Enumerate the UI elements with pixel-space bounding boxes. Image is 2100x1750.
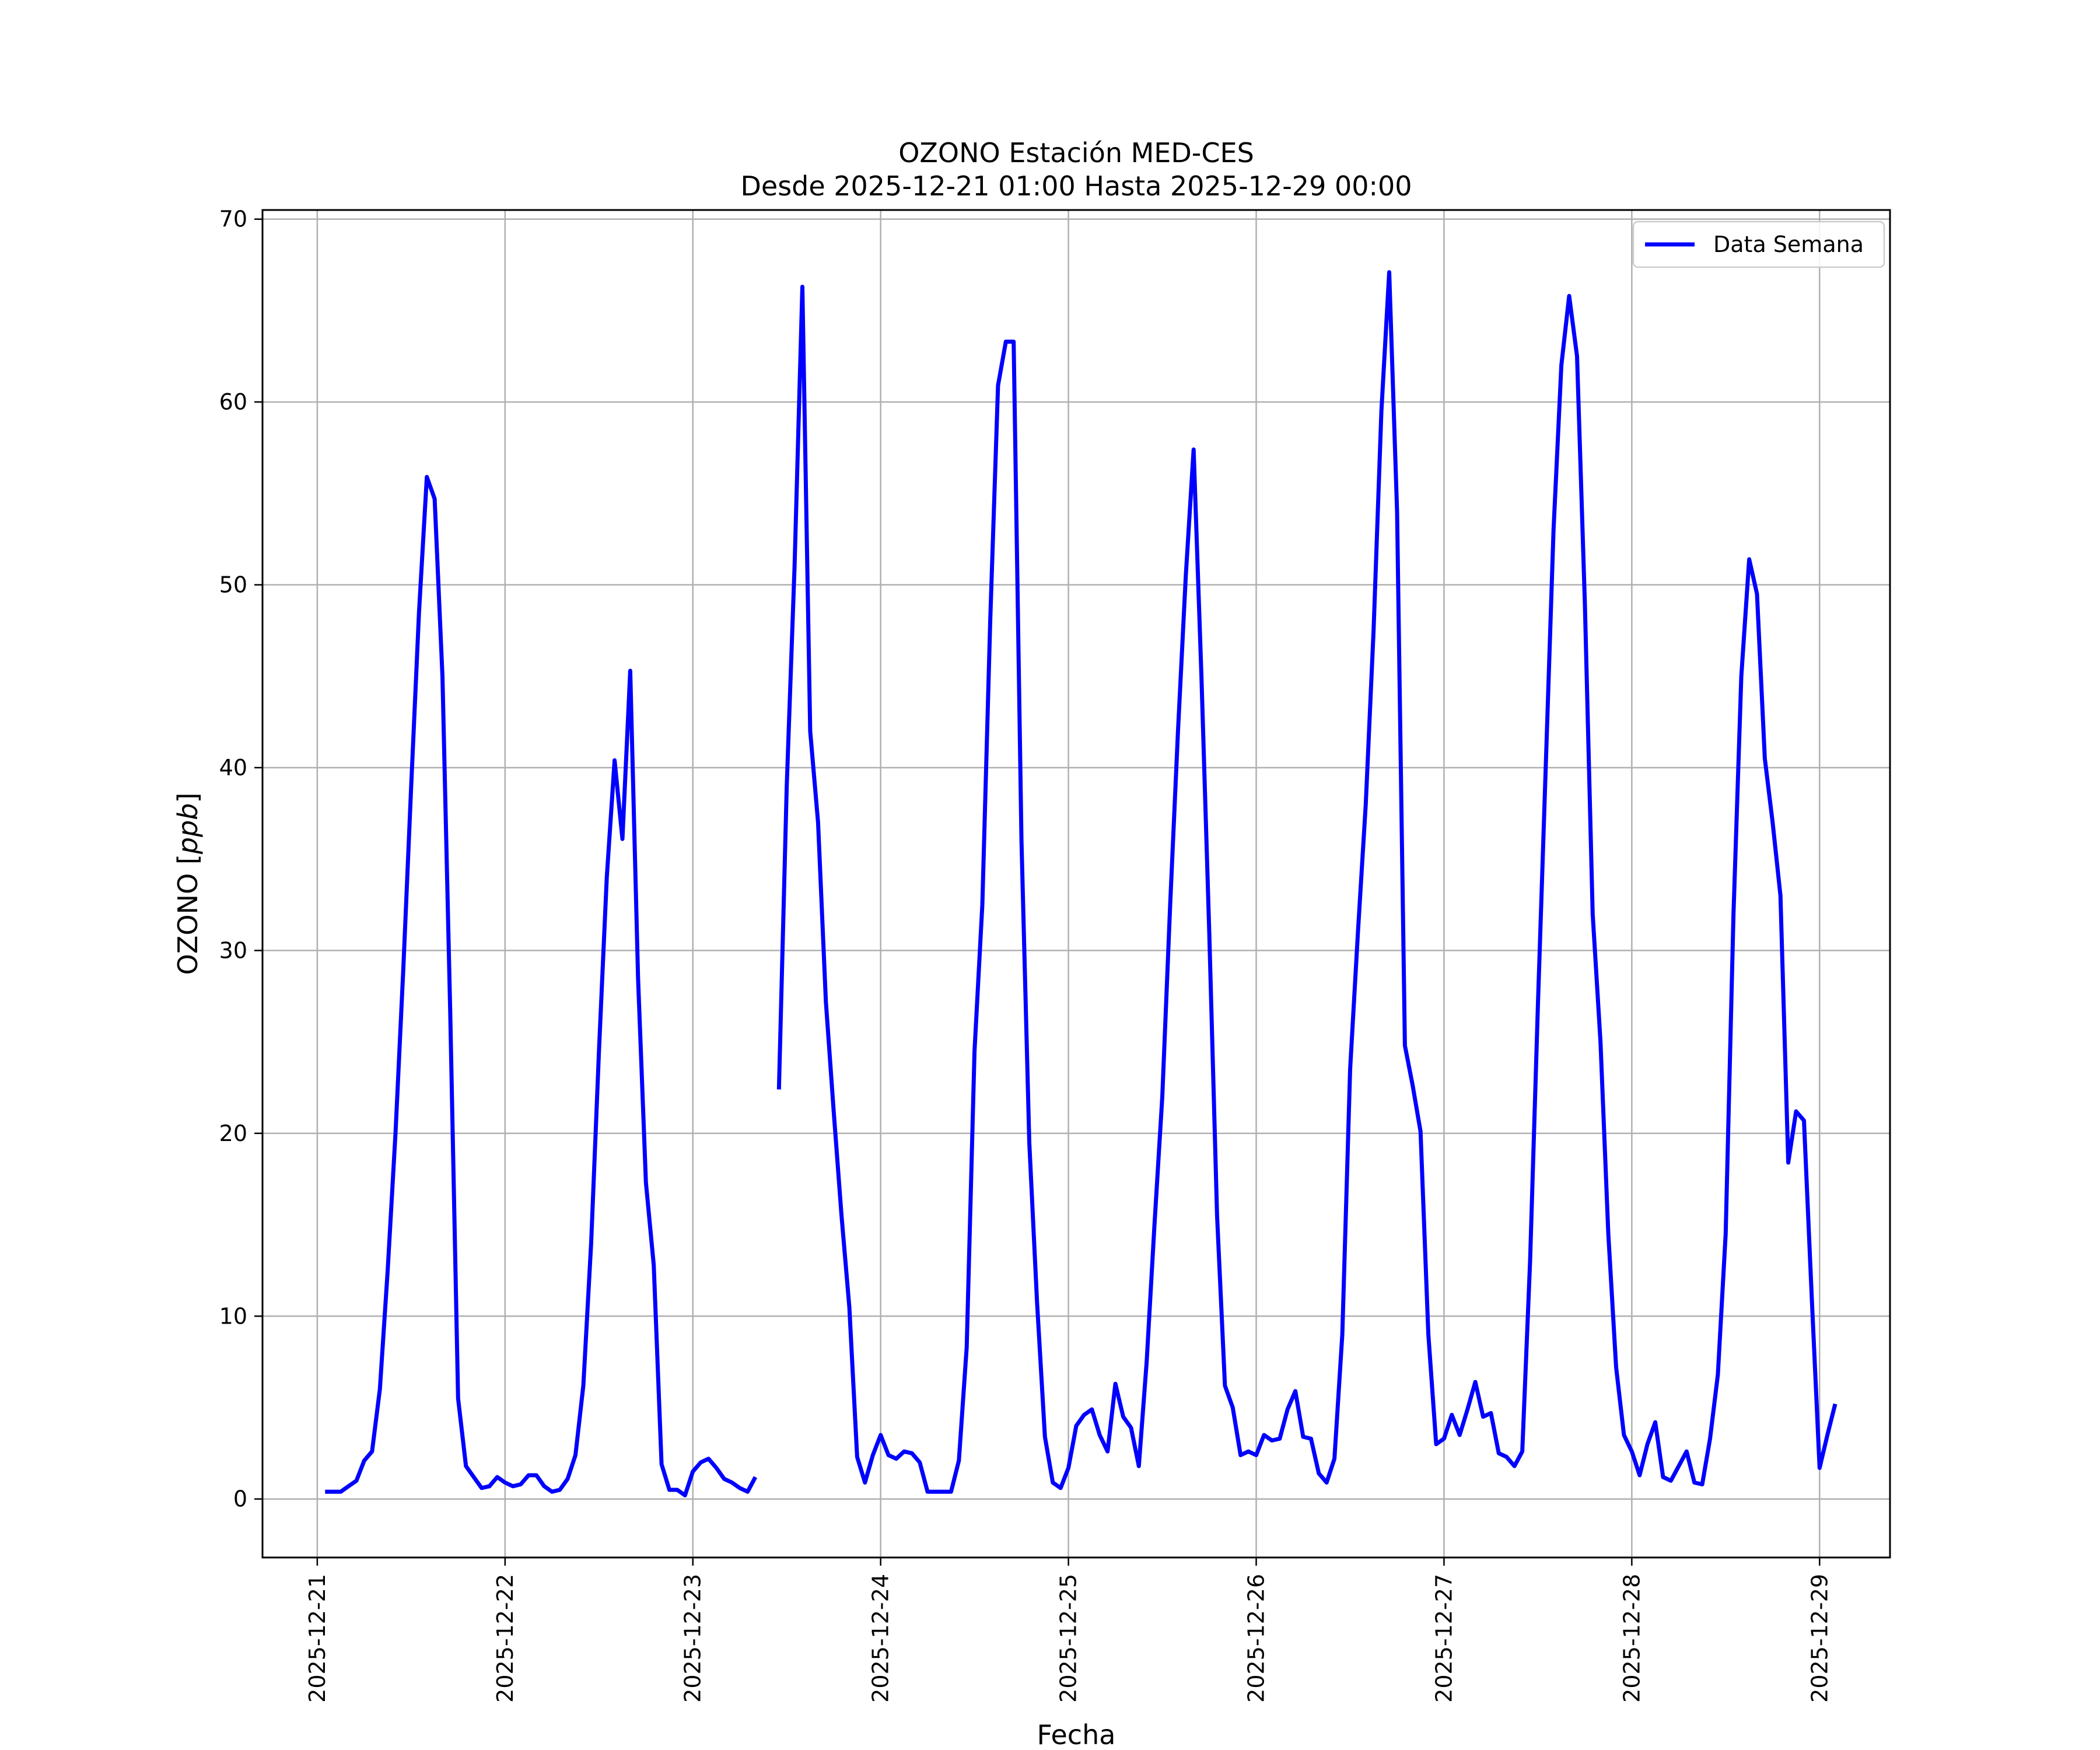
x-tick-label: 2025-12-26: [1244, 1574, 1269, 1703]
axis-ticks: 2025-12-21 2025-12-22 2025-12-23 2025-12-24…: [219, 206, 1833, 1703]
plot-area-frame: [261, 209, 1891, 1559]
legend: Data Semana: [1632, 220, 1885, 268]
legend-box: [1632, 220, 1885, 268]
y-tick-label: 30: [219, 937, 247, 963]
legend-label: Data Semana: [1713, 232, 1864, 257]
y-axis-label: OZONO [ppb]: [172, 793, 204, 975]
y-tick-label: 0: [233, 1486, 247, 1512]
x-tick-label: 2025-12-22: [492, 1574, 518, 1703]
x-tick-label: 2025-12-24: [868, 1574, 894, 1703]
x-tick-label: 2025-12-29: [1807, 1574, 1832, 1703]
y-tick-label: 40: [219, 755, 247, 780]
chart-title: OZONO Estación MED-CES: [898, 137, 1254, 169]
x-tick-label: 2025-12-23: [680, 1574, 706, 1703]
y-tick-label: 50: [219, 572, 247, 598]
series-line-data-semana: [325, 270, 1838, 1497]
x-axis-label: Fecha: [1037, 1719, 1116, 1750]
x-tick-label: 2025-12-28: [1619, 1574, 1644, 1703]
chart-subtitle: Desde 2025-12-21 01:00 Hasta 2025-12-29 …: [740, 170, 1412, 202]
y-tick-label: 20: [219, 1121, 247, 1146]
y-tick-label: 70: [219, 206, 247, 232]
x-tick-label: 2025-12-27: [1431, 1574, 1457, 1703]
y-tick-label: 10: [219, 1303, 247, 1329]
y-tick-label: 60: [219, 389, 247, 415]
grid-lines: [262, 210, 1890, 1558]
x-tick-label: 2025-12-25: [1056, 1574, 1082, 1703]
x-tick-label: 2025-12-21: [304, 1574, 330, 1703]
